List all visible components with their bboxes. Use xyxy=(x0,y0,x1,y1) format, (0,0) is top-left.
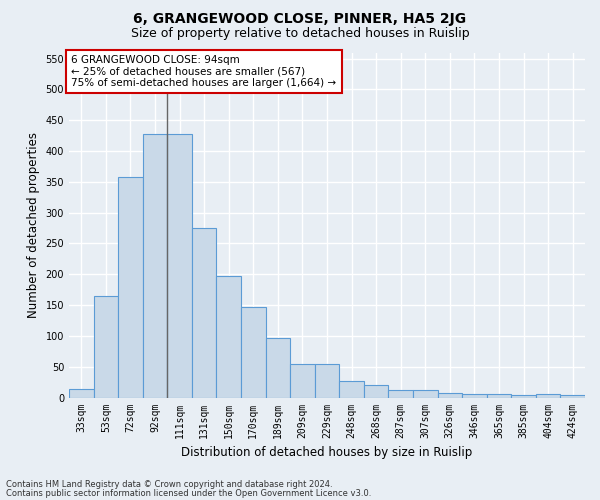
Bar xyxy=(364,385,388,398)
Y-axis label: Number of detached properties: Number of detached properties xyxy=(27,132,40,318)
Bar xyxy=(315,364,339,398)
Bar xyxy=(167,134,192,398)
Bar xyxy=(241,307,266,398)
Bar xyxy=(143,134,167,398)
Bar xyxy=(192,228,217,398)
X-axis label: Distribution of detached houses by size in Ruislip: Distribution of detached houses by size … xyxy=(181,446,473,459)
Bar xyxy=(560,395,585,398)
Bar xyxy=(69,390,94,398)
Text: 6, GRANGEWOOD CLOSE, PINNER, HA5 2JG: 6, GRANGEWOOD CLOSE, PINNER, HA5 2JG xyxy=(133,12,467,26)
Bar xyxy=(266,338,290,398)
Text: Contains public sector information licensed under the Open Government Licence v3: Contains public sector information licen… xyxy=(6,488,371,498)
Bar xyxy=(437,393,462,398)
Text: 6 GRANGEWOOD CLOSE: 94sqm
← 25% of detached houses are smaller (567)
75% of semi: 6 GRANGEWOOD CLOSE: 94sqm ← 25% of detac… xyxy=(71,55,337,88)
Bar xyxy=(290,364,315,398)
Bar xyxy=(94,296,118,398)
Bar xyxy=(339,382,364,398)
Bar xyxy=(388,390,413,398)
Bar xyxy=(118,177,143,398)
Bar xyxy=(413,390,437,398)
Text: Size of property relative to detached houses in Ruislip: Size of property relative to detached ho… xyxy=(131,28,469,40)
Bar xyxy=(217,276,241,398)
Bar xyxy=(511,395,536,398)
Bar xyxy=(462,394,487,398)
Bar xyxy=(487,394,511,398)
Text: Contains HM Land Registry data © Crown copyright and database right 2024.: Contains HM Land Registry data © Crown c… xyxy=(6,480,332,489)
Bar xyxy=(536,394,560,398)
